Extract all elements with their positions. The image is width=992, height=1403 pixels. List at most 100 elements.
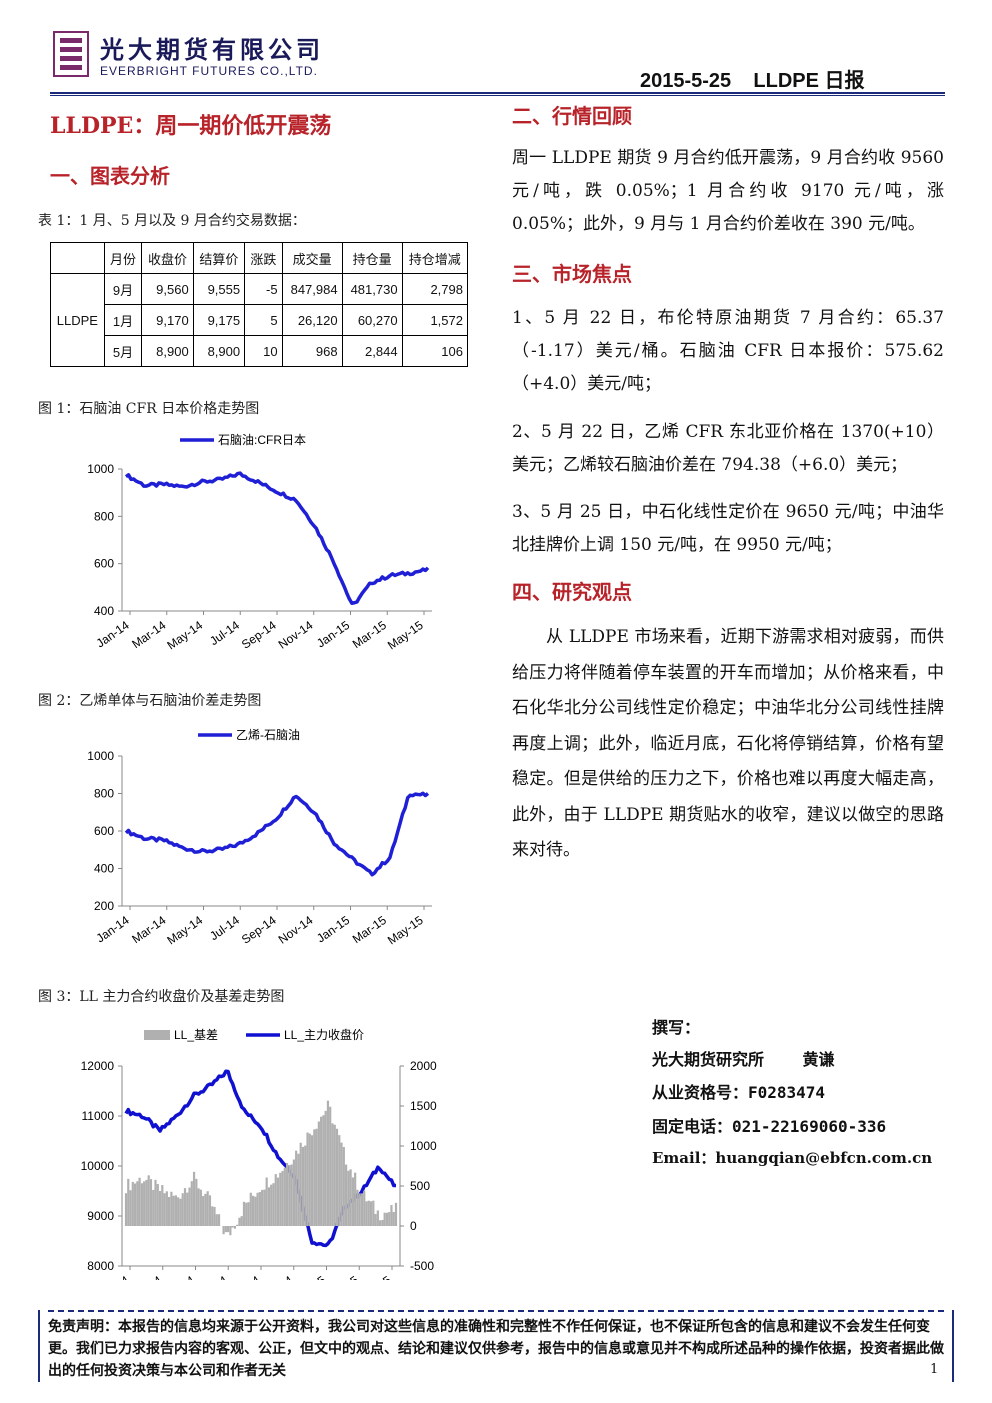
table-cell: 1,572 <box>401 304 469 336</box>
y-tick-label: 1000 <box>87 749 114 763</box>
table-cell: 1月 <box>103 304 143 336</box>
table-header-cell: 持仓量 <box>341 242 403 274</box>
disclaimer-border-right <box>944 1310 954 1382</box>
table-cell: 9,175 <box>192 304 246 336</box>
contract-table: 月份 收盘价 结算价 涨跌 成交量 持仓量 持仓增减 LLDPE 9月 9,56… <box>50 242 469 367</box>
x-tick-label: May-14 <box>156 1273 197 1280</box>
table-caption: 表 1：1 月、5 月以及 9 月合约交易数据： <box>38 213 306 229</box>
author-email[interactable]: Email：huangqian@ebfcn.com.cn <box>652 1149 933 1167</box>
disclaimer: 免责声明：本报告的信息均来源于公开资料，我公司对这些信息的准确性和完整性不作任何… <box>48 1310 944 1382</box>
focus-item: 3、5 月 25 日，中石化线性定价在 9650 元/吨；中油华北挂牌价上调 1… <box>512 502 944 555</box>
table-header-cell: 结算价 <box>192 242 246 274</box>
y-tick-label: 800 <box>94 509 114 523</box>
table-header-cell: 持仓增减 <box>401 242 469 274</box>
y-tick-label-right: 2000 <box>410 1059 437 1073</box>
focus-item: 2、5 月 22 日，乙烯 CFR 东北亚价格在 1370(+10）美元；乙烯较… <box>512 422 944 475</box>
x-tick-label: Mar-14 <box>129 618 168 651</box>
y-tick-label-right: -500 <box>410 1259 434 1273</box>
table-row: LLDPE 9月 9,560 9,555 -5 847,984 481,730 … <box>50 273 469 367</box>
company-name-en: EVERBRIGHT FUTURES CO.,LTD. <box>100 64 318 78</box>
table-cell: 2,798 <box>401 273 469 305</box>
legend-swatch <box>144 1030 170 1040</box>
x-tick-label: Jan-14 <box>94 618 132 651</box>
x-tick-label: Jul-14 <box>195 1273 230 1280</box>
x-tick-label: May-15 <box>385 618 426 653</box>
y-tick-label-right: 0 <box>410 1219 417 1233</box>
x-tick-label: Jan-15 <box>314 618 352 651</box>
focus-item: 1、5 月 22 日，布伦特原油期货 7 月合约：65.37（-1.17）美元/… <box>512 308 944 394</box>
author-name: 光大期货研究所 黄谦 <box>652 1050 835 1069</box>
table-cell: 9,170 <box>141 304 194 336</box>
table-header-row: 月份 收盘价 结算价 涨跌 成交量 持仓量 持仓增减 <box>50 242 469 274</box>
x-tick-label: Jan-14 <box>94 1273 132 1280</box>
series-line <box>124 791 430 877</box>
table-cell: 8,900 <box>192 335 246 367</box>
author-label: 撰写： <box>652 1018 701 1037</box>
x-tick-label: Jul-14 <box>207 913 242 943</box>
figure1-caption: 图 1：石脑油 CFR 日本价格走势图 <box>38 401 260 417</box>
table-row: 1月 9,170 9,175 5 26,120 60,270 1,572 <box>51 304 469 336</box>
table-cell: 10 <box>244 335 283 367</box>
company-name-cn: 光大期货有限公司 <box>100 36 324 64</box>
author-phone: 固定电话：021-22169060-336 <box>652 1117 887 1136</box>
x-tick-label: Nov-14 <box>276 913 316 947</box>
opinion-paragraph: 从 LLDPE 市场来看，近期下游需求相对疲弱，而供给压力将伴随着停车装置的开车… <box>512 627 944 860</box>
legend-label: 石脑油:CFR日本 <box>218 433 306 447</box>
section-heading-charts: 一、图表分析 <box>50 164 170 188</box>
y-tick-label: 9000 <box>87 1209 114 1223</box>
y-tick-label: 200 <box>94 899 114 913</box>
disclaimer-border-left <box>38 1310 48 1382</box>
table-cell: -5 <box>244 273 283 305</box>
y-tick-label-right: 500 <box>410 1179 430 1193</box>
y-tick-label: 1000 <box>87 462 114 476</box>
x-tick-label: Sep-14 <box>223 1273 263 1280</box>
section-heading-review: 二、行情回顾 <box>512 104 632 128</box>
table-header-cell: 成交量 <box>281 242 343 274</box>
table-row: 5月 8,900 8,900 10 968 2,844 106 <box>51 335 469 367</box>
table-cell: 5月 <box>103 335 143 367</box>
x-tick-label: Nov-14 <box>256 1273 296 1280</box>
table-cell: 9,555 <box>192 273 246 305</box>
x-tick-label: Sep-14 <box>239 913 279 947</box>
x-tick-label: Mar-15 <box>350 913 389 946</box>
table-cell: 8,900 <box>141 335 194 367</box>
x-tick-label: Mar-15 <box>350 618 389 651</box>
table-header-cell <box>50 242 105 274</box>
x-tick-label: Jul-14 <box>207 618 242 648</box>
table-header-cell: 涨跌 <box>244 242 283 274</box>
legend-label: 乙烯-石脑油 <box>236 728 300 742</box>
table-cell: 106 <box>401 335 469 367</box>
x-tick-label: Mar-14 <box>129 913 168 946</box>
review-paragraph: 周一 LLDPE 期货 9 月合约低开震荡，9 月合约收 9560 元/吨，跌 … <box>512 148 944 234</box>
y-tick-label: 11000 <box>82 1109 115 1123</box>
x-tick-label: May-15 <box>353 1273 394 1280</box>
table-cell: 481,730 <box>341 273 403 305</box>
header-rule <box>50 92 945 94</box>
x-tick-label: Mar-14 <box>125 1273 164 1280</box>
y-tick-label: 10000 <box>81 1159 115 1173</box>
page-number: 1 <box>930 1362 939 1377</box>
legend-label: LL_主力收盘价 <box>284 1027 364 1042</box>
y-tick-label: 8000 <box>87 1259 114 1273</box>
table-cell: 9,560 <box>141 273 194 305</box>
y-tick-label-right: 1500 <box>410 1099 437 1113</box>
x-tick-label: Jan-15 <box>314 913 352 946</box>
table-cell: 26,120 <box>281 304 343 336</box>
x-tick-label: Jan-14 <box>94 913 132 946</box>
report-date-title: 2015-5-25 LLDPE 日报 <box>640 70 865 92</box>
x-tick-label: Jan-15 <box>290 1273 328 1280</box>
y-tick-label: 600 <box>94 824 114 838</box>
author-license: 从业资格号：F0283474 <box>652 1083 826 1102</box>
section-heading-opinion: 四、研究观点 <box>512 580 632 604</box>
y-tick-label-right: 1000 <box>410 1139 437 1153</box>
chart-ll-price-basis: 8000 9000 10000 11000 12000 -500 0 500 1000 1500 2… <box>81 1027 437 1280</box>
table-cell: 847,984 <box>281 273 343 305</box>
y-tick-label: 12000 <box>81 1059 115 1073</box>
table-cell: 968 <box>281 335 343 367</box>
y-tick-label: 600 <box>94 557 114 571</box>
y-tick-label: 800 <box>94 787 114 801</box>
table-cell: 60,270 <box>341 304 403 336</box>
x-tick-label: Sep-14 <box>239 618 279 652</box>
x-tick-label: Mar-15 <box>322 1273 361 1280</box>
